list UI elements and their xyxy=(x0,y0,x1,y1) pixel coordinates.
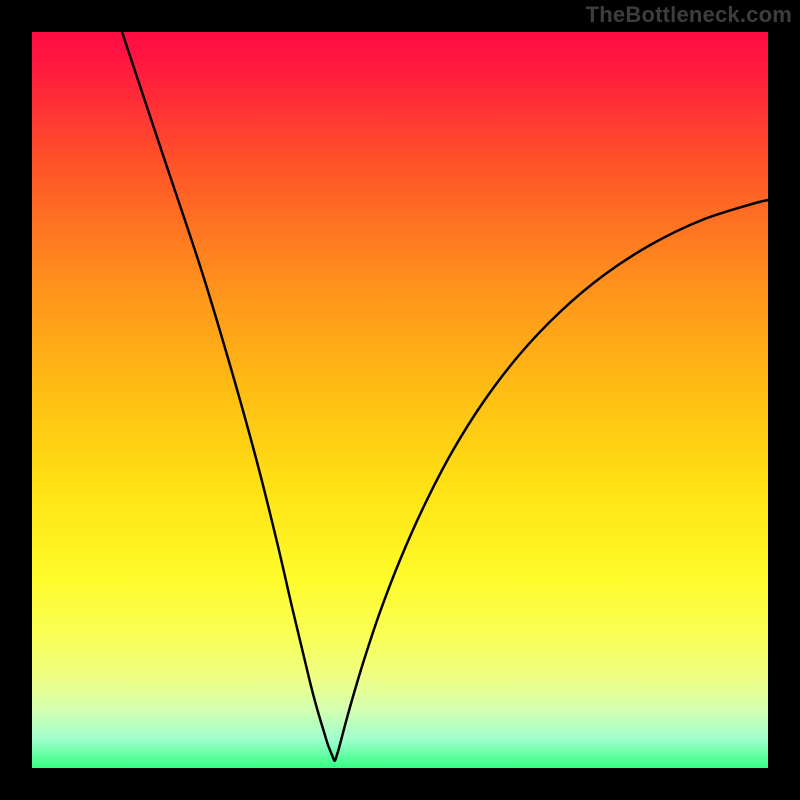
watermark-text: TheBottleneck.com xyxy=(586,2,792,28)
plot-area xyxy=(32,32,768,768)
dip-marker xyxy=(0,396,703,800)
chart-frame: TheBottleneck.com xyxy=(0,0,800,800)
